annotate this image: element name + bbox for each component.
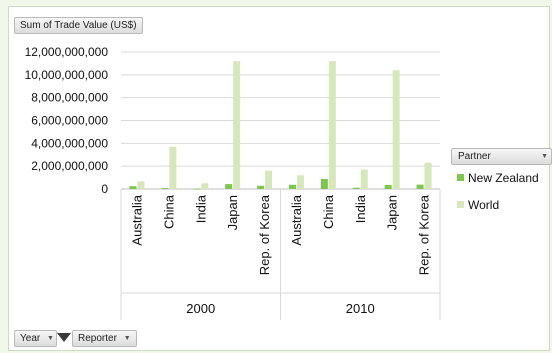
x-category-label: China xyxy=(161,194,176,229)
x-group-label: 2010 xyxy=(346,301,375,316)
x-category-label: Japan xyxy=(225,195,240,230)
reporter-field-button[interactable]: Reporter ▼ xyxy=(72,330,137,347)
bar-new-zealand xyxy=(384,184,392,189)
y-tick-label: 4,000,000,000 xyxy=(31,136,108,150)
legend-label: World xyxy=(468,198,500,212)
bar-new-zealand xyxy=(225,184,233,189)
y-tick-label: 0 xyxy=(101,182,108,196)
y-tick-label: 8,000,000,000 xyxy=(31,91,108,105)
x-category-label: China xyxy=(321,194,336,229)
value-field-button[interactable]: Sum of Trade Value (US$) xyxy=(14,17,143,34)
dropdown-arrow-icon: ▼ xyxy=(47,335,54,342)
bar-world xyxy=(265,170,273,189)
bar-world xyxy=(424,162,432,189)
bar-world xyxy=(137,181,145,189)
legend: Partner ▼ New Zealand World xyxy=(451,143,552,223)
legend-item-new-zealand: New Zealand xyxy=(457,171,539,185)
dropdown-arrow-icon: ▼ xyxy=(541,153,548,160)
x-category-label: Australia xyxy=(289,194,304,245)
legend-swatch-icon xyxy=(457,201,464,208)
filter-funnel-icon xyxy=(57,333,71,342)
bar-new-zealand xyxy=(352,187,360,189)
legend-title: Partner xyxy=(458,151,491,162)
x-category-label: Rep. of Korea xyxy=(417,194,432,275)
x-category-label: Rep. of Korea xyxy=(257,194,272,275)
x-category-label: India xyxy=(193,194,208,223)
legend-field-button[interactable]: Partner ▼ xyxy=(451,148,552,165)
bar-world xyxy=(328,61,336,190)
bar-world xyxy=(392,70,400,189)
y-tick-label: 6,000,000,000 xyxy=(31,114,108,128)
legend-label: New Zealand xyxy=(468,171,539,185)
dropdown-arrow-icon: ▼ xyxy=(123,335,131,342)
bar-new-zealand xyxy=(416,184,424,189)
bar-new-zealand xyxy=(193,188,201,190)
bar-new-zealand xyxy=(161,188,169,189)
y-tick-label: 2,000,000,000 xyxy=(31,159,108,173)
bar-world xyxy=(201,183,209,189)
year-field-button[interactable]: Year ▼ xyxy=(14,330,57,347)
reporter-field-label: Reporter xyxy=(78,333,117,344)
year-field-label: Year xyxy=(20,333,41,344)
legend-item-world: World xyxy=(457,198,499,212)
legend-swatch-icon xyxy=(457,174,464,181)
x-group-label: 2000 xyxy=(186,301,215,316)
bar-new-zealand xyxy=(257,185,265,189)
bar-new-zealand xyxy=(320,178,328,189)
y-tick-label: 12,000,000,000 xyxy=(25,45,109,59)
bar-world xyxy=(360,169,368,189)
bar-new-zealand xyxy=(288,184,296,189)
bar-new-zealand xyxy=(129,186,137,189)
y-tick-label: 10,000,000,000 xyxy=(25,68,109,82)
x-category-label: Australia xyxy=(129,194,144,245)
value-field-label: Sum of Trade Value (US$) xyxy=(20,20,137,31)
bar-world xyxy=(169,146,177,189)
x-category-label: Japan xyxy=(385,195,400,230)
x-category-label: India xyxy=(353,194,368,223)
bar-world xyxy=(233,61,241,190)
bar-world xyxy=(296,175,304,189)
